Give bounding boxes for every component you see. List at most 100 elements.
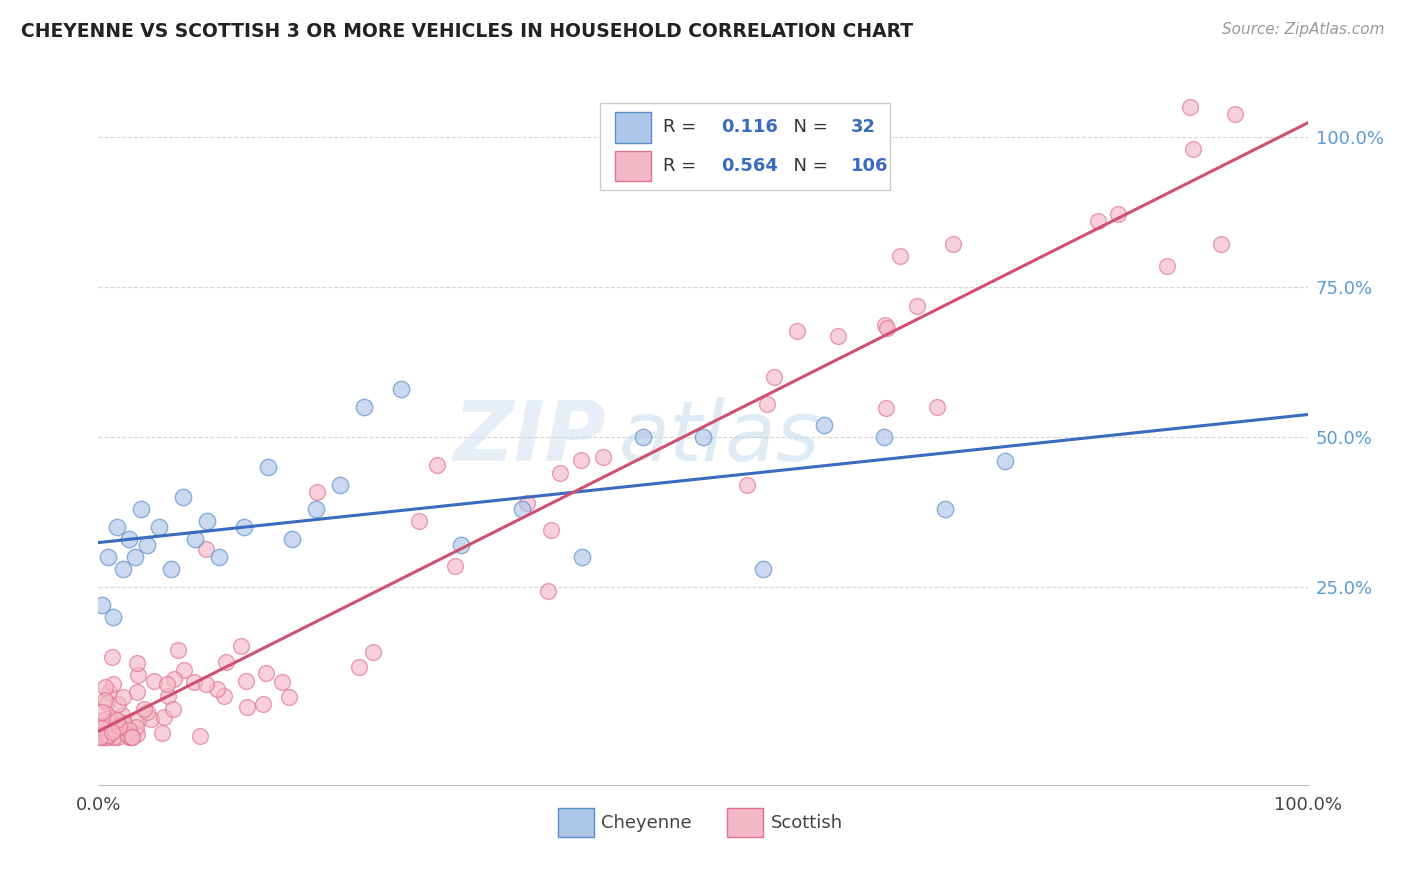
Point (195, 514, 218, 528)
Point (353, 400, 375, 414)
Point (91, 721, 114, 735)
Point (813, 418, 835, 433)
Point (389, 382, 412, 396)
Point (89, 718, 111, 732)
Point (127, 668, 149, 682)
Point (96, 728, 118, 742)
Point (107, 730, 129, 744)
Point (1223, 107, 1246, 121)
Point (148, 520, 170, 534)
Point (752, 562, 775, 576)
Point (184, 532, 207, 546)
Point (117, 727, 139, 741)
Point (143, 674, 166, 689)
Point (103, 730, 125, 744)
Point (94, 730, 117, 744)
Point (108, 719, 131, 733)
Point (97, 728, 120, 742)
Point (112, 715, 135, 730)
Text: Source: ZipAtlas.com: Source: ZipAtlas.com (1222, 22, 1385, 37)
Point (103, 723, 125, 737)
Point (735, 478, 758, 492)
Point (208, 549, 231, 564)
Point (107, 697, 129, 711)
Point (256, 460, 278, 475)
Point (631, 430, 654, 444)
Point (232, 520, 254, 534)
Point (100, 715, 122, 730)
FancyBboxPatch shape (600, 103, 890, 190)
Point (97, 549, 120, 564)
Point (235, 699, 257, 714)
Text: ZIP: ZIP (454, 397, 606, 477)
Point (157, 689, 180, 703)
Point (89, 730, 111, 744)
Point (96, 696, 118, 710)
Point (188, 729, 211, 743)
Point (540, 524, 562, 538)
Point (162, 702, 184, 716)
Point (89, 730, 111, 744)
Point (104, 723, 127, 738)
Point (827, 329, 849, 343)
Point (510, 502, 533, 516)
Point (347, 659, 370, 673)
Point (172, 490, 194, 504)
Point (889, 249, 911, 263)
Point (89, 730, 111, 744)
Point (118, 723, 141, 738)
Point (927, 400, 949, 414)
Point (134, 701, 156, 715)
Point (101, 724, 124, 739)
Point (941, 236, 963, 251)
Point (934, 502, 956, 516)
Point (281, 532, 304, 546)
Text: 106: 106 (851, 157, 889, 175)
Point (101, 610, 124, 624)
Bar (614, 151, 651, 181)
Point (537, 583, 560, 598)
Point (97, 723, 120, 737)
Point (305, 485, 328, 500)
Point (101, 677, 124, 691)
Point (121, 730, 143, 744)
Point (127, 727, 149, 741)
Point (94, 693, 117, 707)
Point (1107, 207, 1129, 221)
Point (215, 655, 238, 669)
Text: 0.564: 0.564 (721, 157, 778, 175)
Point (156, 677, 179, 691)
Point (91, 713, 114, 727)
Point (875, 318, 897, 333)
Point (91, 598, 114, 612)
Point (252, 698, 274, 712)
Point (94, 730, 117, 744)
Point (194, 542, 217, 557)
Point (1087, 214, 1109, 228)
Point (270, 675, 292, 690)
Bar (614, 112, 651, 143)
Point (118, 730, 141, 744)
Point (90, 719, 112, 733)
Point (786, 324, 808, 338)
Point (905, 299, 928, 313)
Point (150, 726, 173, 740)
Point (571, 549, 593, 564)
Point (124, 549, 146, 564)
Point (111, 562, 134, 576)
Bar (727, 808, 763, 837)
Point (94, 680, 117, 694)
Point (756, 397, 779, 411)
Text: CHEYENNE VS SCOTTISH 3 OR MORE VEHICLES IN HOUSEHOLD CORRELATION CHART: CHEYENNE VS SCOTTISH 3 OR MORE VEHICLES … (21, 22, 914, 41)
Point (548, 467, 571, 481)
Point (1209, 237, 1232, 252)
Point (278, 690, 301, 704)
Point (875, 401, 897, 415)
Point (90, 705, 112, 719)
Point (96, 730, 118, 744)
Point (111, 690, 134, 704)
Point (450, 538, 472, 552)
Text: atlas: atlas (619, 397, 820, 477)
Point (103, 712, 125, 726)
Point (105, 520, 128, 534)
